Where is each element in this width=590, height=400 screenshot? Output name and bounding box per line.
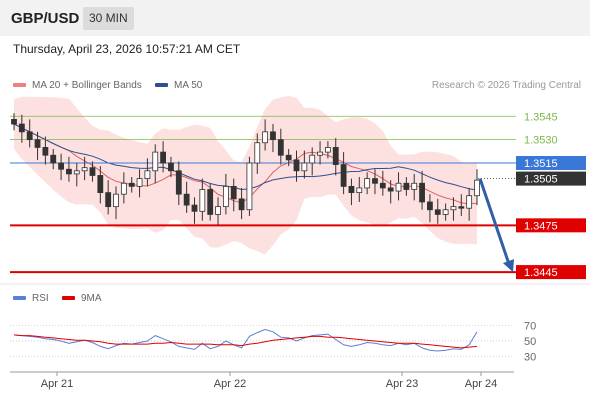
candle-body: [285, 154, 292, 161]
candle-body: [168, 162, 174, 172]
candle-body: [191, 204, 198, 212]
level-label: 1.3545: [524, 111, 558, 123]
x-tick-label: Apr 21: [41, 378, 73, 390]
candle-body: [270, 131, 276, 141]
candle-body: [387, 187, 394, 192]
rsi-9ma-line: [13, 334, 478, 349]
timestamp: Thursday, April 23, 2026 10:57:21 AM CET: [13, 42, 241, 56]
candle-body: [442, 209, 449, 215]
legend-swatch-ma20: [13, 83, 26, 88]
candle-body: [348, 185, 355, 194]
candle-body: [207, 189, 214, 215]
candle-body: [450, 206, 457, 211]
candle-body: [293, 159, 300, 172]
legend-swatch-ma50: [155, 83, 168, 88]
legend-label-ma50: MA 50: [174, 80, 203, 91]
candle-body: [73, 170, 80, 175]
candle-body: [372, 178, 378, 184]
candle-body: [340, 164, 347, 187]
candle-body: [34, 139, 41, 148]
legend-swatch-rsi: [13, 296, 26, 301]
candle-body: [324, 147, 331, 153]
legend-swatch-9ma: [62, 296, 75, 301]
candle-body: [50, 154, 57, 164]
candle-body: [183, 193, 190, 206]
candle-body: [89, 167, 96, 176]
candle-body: [11, 118, 17, 125]
candle-body: [160, 151, 167, 164]
candle-body: [136, 178, 143, 187]
candle-body: [152, 151, 159, 172]
candle-body: [317, 151, 323, 156]
legend-rsi: RSI: [13, 293, 49, 304]
candle-body: [458, 206, 465, 209]
candle-body: [105, 192, 112, 208]
legend-ma50: MA 50: [155, 80, 202, 91]
level-box-pivot: [516, 156, 586, 171]
rsi-tick-label: 70: [524, 321, 536, 333]
candle-body: [215, 206, 221, 215]
legend-label-rsi: RSI: [32, 293, 49, 304]
level-box-current: [516, 171, 586, 186]
legend-label-9ma: 9MA: [81, 293, 102, 304]
level-box-support: [516, 218, 586, 233]
projection-arrowhead: [503, 259, 514, 273]
candle-body: [403, 182, 410, 190]
level-label: 1.3515: [524, 158, 558, 170]
candle-body: [222, 185, 229, 208]
candle-body: [262, 131, 269, 144]
candle-body: [246, 162, 253, 211]
pair-title: GBP/USD: [11, 10, 80, 27]
ma50-line: [13, 123, 478, 191]
level-label: 1.3505: [524, 174, 558, 186]
candle-body: [277, 139, 284, 156]
timeframe-button[interactable]: 30 MIN: [83, 7, 134, 30]
legend-9ma: 9MA: [62, 293, 102, 304]
candle-body: [309, 154, 316, 164]
credit: Research © 2026 Trading Central: [431, 80, 581, 91]
level-box-support: [516, 265, 586, 280]
candle-body: [434, 209, 441, 215]
candle-body: [466, 195, 473, 209]
candle-body: [18, 123, 25, 133]
candle-body: [356, 187, 363, 194]
candle-body: [395, 182, 402, 192]
candle-body: [411, 182, 418, 190]
candle-body: [301, 162, 308, 172]
candle-body: [254, 142, 261, 164]
bollinger-band: [14, 95, 477, 255]
level-label: 1.3475: [524, 220, 558, 232]
projection-arrow: [478, 178, 511, 265]
rsi-tick-label: 30: [524, 351, 536, 363]
candle-body: [364, 178, 371, 189]
x-tick-label: Apr 24: [465, 378, 497, 390]
candle-body: [379, 182, 386, 189]
candle-body: [199, 189, 206, 212]
x-tick-label: Apr 22: [214, 378, 246, 390]
candle-body: [238, 198, 245, 211]
candle-body: [175, 170, 182, 195]
candle-body: [42, 147, 49, 156]
candle-body: [120, 182, 127, 195]
legend-ma20: MA 20 + Bollinger Bands: [13, 80, 142, 91]
candle-body: [113, 193, 119, 208]
candle-body: [419, 182, 425, 203]
x-tick-label: Apr 23: [386, 378, 418, 390]
candle-body: [81, 167, 88, 172]
candle-body: [26, 131, 33, 141]
candle-body: [128, 182, 135, 187]
level-label: 1.3530: [524, 135, 558, 147]
legend-label-ma20: MA 20 + Bollinger Bands: [32, 80, 142, 91]
candle-body: [332, 147, 339, 165]
level-label: 1.3445: [524, 267, 558, 279]
candle-body: [427, 201, 433, 211]
candle-body: [58, 162, 64, 170]
candle-body: [230, 185, 237, 200]
rsi-tick-label: 50: [524, 336, 536, 348]
candle-body: [97, 175, 104, 194]
candle-body: [474, 179, 480, 197]
candle-body: [66, 168, 72, 175]
candle-body: [144, 170, 151, 179]
